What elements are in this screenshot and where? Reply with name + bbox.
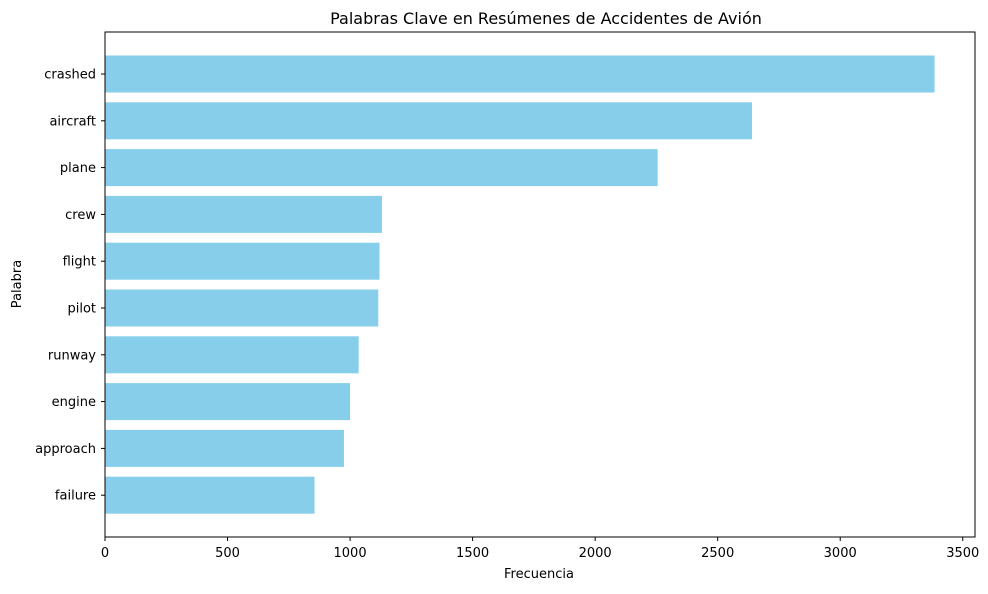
bar-engine (105, 383, 351, 421)
y-tick-label: failure (55, 489, 96, 504)
x-tick-label: 3500 (946, 546, 979, 561)
x-tick-label: 1500 (456, 546, 489, 561)
x-axis-label: Frecuencia (504, 567, 574, 582)
y-tick-label: flight (63, 255, 96, 270)
y-tick-label: pilot (67, 302, 96, 317)
bar-crashed (105, 55, 935, 93)
y-axis-label: Palabra (10, 260, 25, 308)
x-tick-label: 500 (215, 546, 240, 561)
chart-title: Palabras Clave en Resúmenes de Accidente… (330, 9, 762, 28)
y-tick-label: aircraft (49, 114, 96, 129)
bar-runway (105, 336, 359, 374)
x-tick-label: 1000 (334, 546, 367, 561)
y-tick-label: plane (60, 161, 96, 176)
bar-plane (105, 149, 658, 187)
bar-aircraft (105, 102, 752, 140)
plot-frame (104, 31, 976, 538)
bar-pilot (105, 289, 379, 327)
bar-approach (105, 429, 344, 467)
x-tick-label: 2000 (579, 546, 612, 561)
bar-flight (105, 242, 380, 280)
x-tick-label: 0 (101, 546, 109, 561)
x-ticks-layer: 0 500 1000 1500 2000 2500 3000 3500 (101, 537, 979, 561)
bar-failure (105, 476, 315, 514)
y-ticks-layer: crashed aircraft plane crew flight pilot runwa… (35, 68, 105, 504)
y-tick-label: engine (52, 395, 96, 410)
bar-crew (105, 195, 382, 233)
y-tick-label: crew (65, 208, 96, 223)
x-tick-label: 2500 (701, 546, 734, 561)
y-tick-label: runway (48, 348, 96, 363)
bars-layer (105, 55, 935, 514)
y-tick-label: approach (35, 442, 96, 457)
x-tick-label: 3000 (824, 546, 857, 561)
y-tick-label: crashed (44, 68, 96, 83)
